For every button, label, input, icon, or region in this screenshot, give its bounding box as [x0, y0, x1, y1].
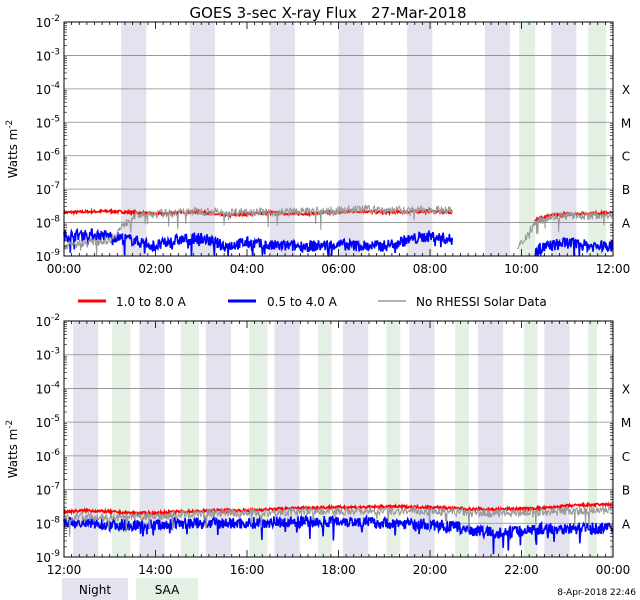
y-tick-label: 10-3: [36, 347, 60, 363]
night-band: [409, 321, 435, 557]
y-tick-label: 10-7: [36, 482, 60, 498]
flare-class-label: A: [622, 517, 631, 531]
night-band: [407, 22, 433, 256]
flare-class-label: C: [622, 150, 630, 164]
night-band: [478, 321, 504, 557]
series-line: [516, 210, 613, 249]
flare-class-label: M: [621, 116, 631, 130]
legend-label-short: 0.5 to 4.0 A: [267, 295, 338, 309]
series-line: [63, 504, 613, 537]
y-tick-label: 10-6: [36, 448, 61, 464]
series-line: [63, 501, 613, 517]
y-tick-label: 10-2: [36, 14, 60, 30]
y-tick-label: 10-4: [36, 81, 61, 97]
saa-band: [386, 321, 401, 557]
night-band: [610, 321, 613, 557]
series-legend: 1.0 to 8.0 A 0.5 to 4.0 A No RHESSI Sola…: [78, 295, 547, 309]
night-band: [269, 22, 296, 256]
y-axis-label: Watts m-2: [5, 420, 20, 479]
legend-label-long: 1.0 to 8.0 A: [116, 295, 187, 309]
saa-band: [112, 321, 131, 557]
legend-saa-label: SAA: [155, 583, 180, 597]
x-tick-label: 16:00: [230, 563, 265, 577]
x-tick-label: 10:00: [504, 262, 539, 276]
x-tick-label: 02:00: [138, 262, 173, 276]
shading-legend: Night SAA: [62, 578, 198, 600]
y-tick-label: 10-2: [36, 313, 60, 329]
legend-night-swatch: [62, 578, 128, 600]
night-band: [551, 22, 577, 256]
night-band: [544, 321, 570, 557]
top-panel: 00:00 02:00 04:00 06:00 08:00 10:00 12:00 10-9 1…: [5, 14, 631, 276]
y-tick-label: 10-7: [36, 181, 60, 197]
x-tick-label: 06:00: [321, 262, 356, 276]
y-tick-label: 10-6: [36, 148, 61, 164]
saa-band: [587, 321, 597, 557]
saa-band: [317, 321, 332, 557]
flare-class-label: M: [621, 416, 631, 430]
series-line: [63, 514, 614, 555]
x-tick-label: 12:00: [47, 563, 82, 577]
y-tick-label: 10-4: [36, 380, 61, 396]
night-band: [274, 321, 300, 557]
night-band: [189, 22, 215, 256]
flare-class-label: B: [622, 183, 630, 197]
x-tick-label: 22:00: [504, 563, 539, 577]
flare-class-label: A: [622, 217, 631, 231]
flare-class-label: B: [622, 484, 630, 498]
night-band: [121, 22, 147, 256]
series-line: [63, 204, 453, 257]
x-tick-label: 00:00: [47, 262, 82, 276]
x-tick-label: 08:00: [413, 262, 448, 276]
x-tick-label: 14:00: [138, 563, 173, 577]
y-tick-label: 10-9: [36, 248, 61, 264]
saa-band: [455, 321, 469, 557]
x-tick-label: 20:00: [413, 563, 448, 577]
y-tick-label: 10-9: [36, 549, 61, 565]
series-line: [534, 237, 614, 257]
chart-title: GOES 3-sec X-ray Flux 27-Mar-2018: [189, 4, 466, 22]
night-band: [205, 321, 231, 557]
y-tick-label: 10-3: [36, 47, 60, 63]
legend-label-rhessi: No RHESSI Solar Data: [416, 295, 547, 309]
saa-band: [519, 22, 536, 256]
y-axis-label: Watts m-2: [5, 120, 20, 179]
flare-class-label: C: [622, 450, 630, 464]
saa-band: [523, 321, 538, 557]
footer-timestamp: 8-Apr-2018 22:46: [557, 588, 636, 598]
night-band: [139, 321, 165, 557]
legend-night-label: Night: [79, 583, 112, 597]
x-tick-label: 12:00: [596, 262, 631, 276]
x-tick-label: 00:00: [596, 563, 631, 577]
y-tick-label: 10-5: [36, 414, 60, 430]
y-tick-label: 10-8: [36, 215, 61, 231]
bottom-panel: 12:00 14:00 16:00 18:00 20:00 22:00 00:00 10-9 1…: [5, 313, 631, 577]
night-band: [484, 22, 511, 256]
flare-class-label: X: [622, 382, 630, 396]
y-tick-label: 10-5: [36, 114, 60, 130]
x-tick-label: 18:00: [321, 563, 356, 577]
saa-band: [180, 321, 199, 557]
saa-band: [587, 22, 607, 256]
saa-band: [249, 321, 268, 557]
legend-saa-swatch: [136, 578, 198, 600]
y-tick-label: 10-8: [36, 515, 61, 531]
x-tick-label: 04:00: [230, 262, 265, 276]
series-line: [63, 227, 454, 257]
flare-class-label: X: [622, 83, 630, 97]
night-band: [338, 22, 364, 256]
